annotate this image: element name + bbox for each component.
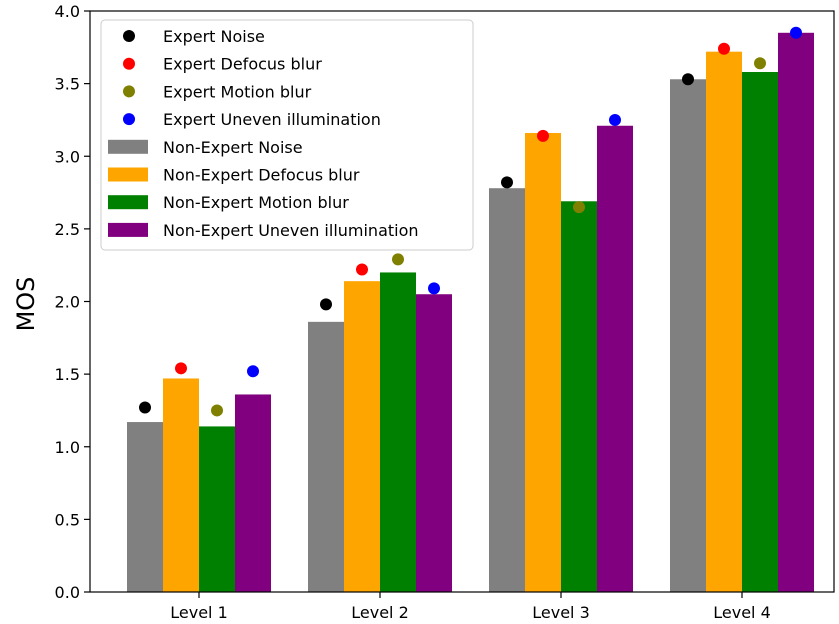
legend-swatch-non-expert-motion-blur — [108, 195, 148, 210]
legend-label-non-expert-noise: Non-Expert Noise — [163, 138, 303, 157]
y-axis-label: MOS — [12, 277, 40, 332]
point-expert-motion-blur-3 — [573, 201, 585, 214]
bar-non-expert-defocus-blur-2 — [344, 281, 380, 592]
y-tick-label: 0.0 — [55, 583, 80, 602]
point-expert-motion-blur-4 — [754, 57, 766, 70]
bar-non-expert-noise-4 — [670, 79, 706, 592]
bar-non-expert-defocus-blur-1 — [163, 378, 199, 592]
axes-layer: 0.0 0.5 1.0 1.5 2.0 2.5 3.0 3.5 4.0 Level 1 Level … — [55, 2, 835, 622]
legend-marker-expert-uneven-illumination — [123, 113, 135, 126]
legend-label-expert-motion-blur: Expert Motion blur — [163, 82, 312, 101]
bar-non-expert-uneven-illumination-1 — [235, 394, 271, 592]
bar-non-expert-noise-2 — [308, 321, 344, 592]
y-tick-label: 3.5 — [55, 75, 80, 94]
point-expert-motion-blur-1 — [211, 404, 223, 417]
x-tick-label: Level 1 — [170, 603, 228, 622]
legend-swatch-non-expert-uneven-illumination — [108, 222, 148, 237]
bars-layer — [127, 32, 814, 593]
legend-label-non-expert-defocus-blur: Non-Expert Defocus blur — [163, 166, 360, 185]
bar-non-expert-uneven-illumination-2 — [416, 294, 452, 592]
legend-marker-expert-noise — [123, 30, 135, 42]
point-expert-motion-blur-2 — [392, 253, 404, 266]
legend-box — [100, 19, 474, 251]
point-expert-defocus-blur-3 — [537, 129, 549, 142]
legend-marker-expert-motion-blur — [123, 85, 135, 98]
y-tick-label: 0.5 — [55, 510, 80, 529]
point-expert-defocus-blur-4 — [718, 42, 730, 55]
y-tick-label: 3.0 — [55, 147, 80, 166]
bar-non-expert-motion-blur-1 — [199, 426, 235, 592]
legend-label-non-expert-motion-blur: Non-Expert Motion blur — [163, 193, 349, 212]
point-expert-uneven-illumination-4 — [790, 26, 802, 39]
point-expert-noise-4 — [682, 73, 694, 86]
legend-label-expert-noise: Expert Noise — [163, 27, 265, 46]
point-expert-defocus-blur-1 — [175, 362, 187, 375]
x-tick-label: Level 3 — [532, 603, 590, 622]
bar-non-expert-defocus-blur-4 — [706, 51, 742, 593]
y-tick-label: 1.0 — [55, 438, 80, 457]
point-expert-noise-3 — [501, 176, 513, 189]
y-tick-label: 2.5 — [55, 220, 80, 239]
y-tick-label: 2.0 — [55, 293, 80, 312]
y-tick-label: 1.5 — [55, 365, 80, 384]
x-tick-label: Level 4 — [713, 603, 771, 622]
bar-non-expert-noise-1 — [127, 422, 163, 592]
bar-non-expert-noise-3 — [489, 188, 525, 592]
legend-label-expert-uneven-illumination: Expert Uneven illumination — [163, 110, 381, 129]
points-layer — [139, 26, 802, 417]
x-tick-label: Level 2 — [351, 603, 409, 622]
point-expert-uneven-illumination-2 — [428, 282, 440, 295]
y-tick-label: 4.0 — [55, 2, 80, 21]
bar-non-expert-uneven-illumination-3 — [597, 125, 633, 592]
legend-marker-expert-defocus-blur — [123, 57, 135, 70]
legend-swatch-non-expert-noise — [108, 139, 148, 154]
point-expert-noise-2 — [320, 298, 332, 311]
point-expert-noise-1 — [139, 401, 151, 414]
bar-non-expert-motion-blur-2 — [380, 272, 416, 592]
legend-label-non-expert-uneven-illumination: Non-Expert Uneven illumination — [163, 221, 419, 240]
point-expert-uneven-illumination-1 — [247, 365, 259, 378]
point-expert-uneven-illumination-3 — [609, 113, 621, 126]
legend-swatch-non-expert-defocus-blur — [108, 167, 148, 182]
bar-non-expert-motion-blur-4 — [742, 72, 778, 592]
point-expert-defocus-blur-2 — [356, 263, 368, 276]
legend-label-expert-defocus-blur: Expert Defocus blur — [163, 55, 322, 74]
bar-non-expert-uneven-illumination-4 — [778, 32, 814, 593]
legend: Expert Noise Expert Defocus blur Expert Mo… — [100, 19, 474, 251]
bar-non-expert-motion-blur-3 — [561, 201, 597, 592]
bar-non-expert-defocus-blur-3 — [525, 133, 561, 592]
